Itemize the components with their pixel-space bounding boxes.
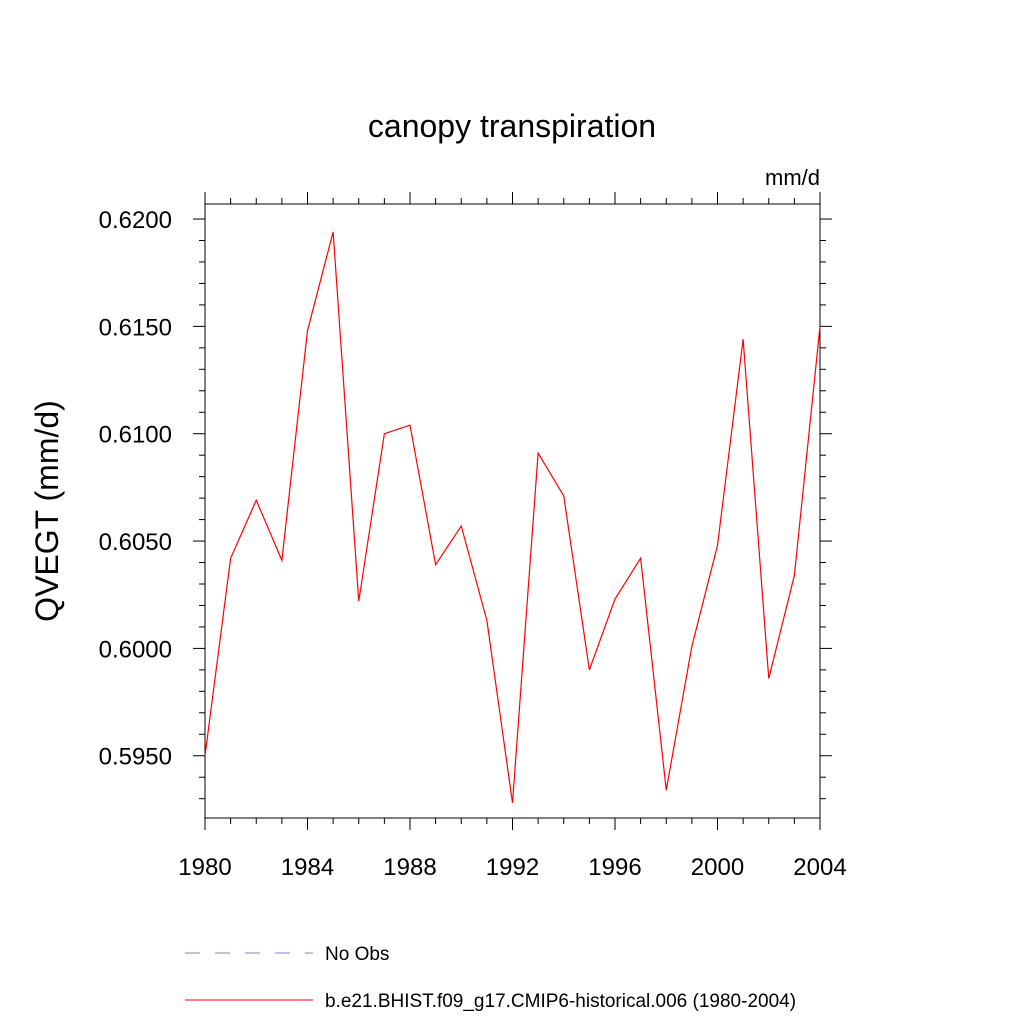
- y-tick-label: 0.5950: [99, 744, 172, 771]
- series-line: [204, 231, 821, 804]
- x-tick-label: 1988: [383, 854, 436, 881]
- plot-frame: [204, 203, 821, 819]
- units-label: mm/d: [765, 165, 820, 190]
- x-tick-label: 1996: [588, 854, 641, 881]
- y-axis-label: QVEGT (mm/d): [29, 400, 65, 622]
- y-tick-label: 0.6150: [99, 314, 172, 341]
- chart-title: canopy transpiration: [368, 108, 656, 144]
- legend-label: b.e21.BHIST.f09_g17.CMIP6-historical.006…: [325, 991, 796, 1012]
- axis-ticks: [193, 192, 832, 830]
- y-tick-label: 0.6000: [99, 636, 172, 663]
- x-tick-label: 1992: [486, 854, 539, 881]
- x-tick-label: 1980: [178, 854, 231, 881]
- x-tick-label: 2000: [691, 854, 744, 881]
- y-tick-label: 0.6050: [99, 529, 172, 556]
- tick-labels: 1980 1984 1988 1992 1996 2000 2004 0.5950 0.6000…: [99, 207, 847, 881]
- legend: No Obs b.e21.BHIST.f09_g17.CMIP6-historic…: [185, 944, 796, 1012]
- y-tick-label: 0.6200: [99, 207, 172, 234]
- x-tick-label: 1984: [281, 854, 334, 881]
- y-tick-label: 0.6100: [99, 422, 172, 449]
- x-tick-label: 2004: [793, 854, 846, 881]
- series-group: [204, 231, 821, 804]
- legend-label: No Obs: [325, 944, 389, 965]
